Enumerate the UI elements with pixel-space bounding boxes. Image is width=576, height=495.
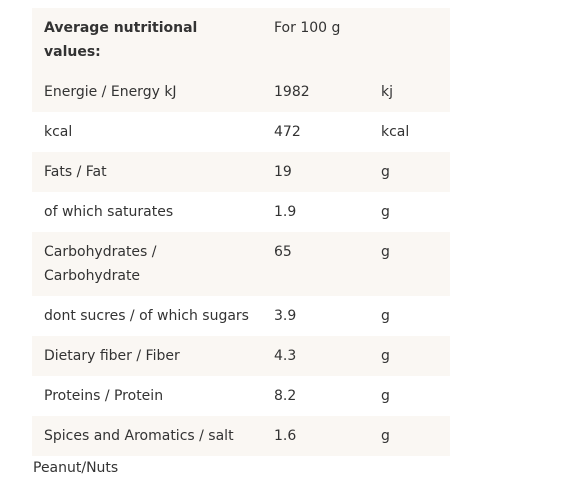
table-cell: of which saturates xyxy=(44,204,174,220)
table-cell: g xyxy=(381,244,390,260)
table-cell: Proteins / Protein xyxy=(44,388,164,404)
table-cell: 65 xyxy=(274,244,292,260)
table-cell: kcal xyxy=(381,124,410,140)
table-row: Dietary fiber / Fiber 4.3 g xyxy=(32,336,450,376)
footer-text: Peanut/Nuts xyxy=(33,460,119,476)
table-header: Average nutritional values: For 100 g xyxy=(32,8,450,72)
table-row: dont sucres / of which sugars 3.9 g xyxy=(32,296,450,336)
header-cell: Average nutritional values: xyxy=(44,20,198,60)
table-row: Energie / Energy kJ 1982 kj xyxy=(32,72,450,112)
table-cell: g xyxy=(381,388,390,404)
table-cell: 3.9 xyxy=(274,308,297,324)
table-cell: 472 xyxy=(274,124,301,140)
table-cell: kcal xyxy=(44,124,73,140)
table-cell: g xyxy=(381,308,390,324)
table-cell: 1.9 xyxy=(274,204,297,220)
table-cell: Energie / Energy kJ xyxy=(44,84,177,100)
table-row: Spices and Aromatics / salt 1.6 g xyxy=(32,416,450,456)
table-cell: g xyxy=(381,428,390,444)
table-cell: Carbohydrates / Carbohydrate xyxy=(44,244,157,284)
table-row: Proteins / Protein 8.2 g xyxy=(32,376,450,416)
header-cell xyxy=(369,8,450,72)
table-row: Carbohydrates / Carbohydrate 65 g xyxy=(32,232,450,296)
table-cell: Spices and Aromatics / salt xyxy=(44,428,234,444)
table-cell: 19 xyxy=(274,164,292,180)
table-row: kcal 472 kcal xyxy=(32,112,450,152)
table-cell: g xyxy=(381,164,390,180)
table-cell: 4.3 xyxy=(274,348,297,364)
table-cell: Dietary fiber / Fiber xyxy=(44,348,180,364)
nutrition-table: Average nutritional values: For 100 g En… xyxy=(32,8,450,456)
header-cell: For 100 g xyxy=(274,20,341,36)
table-cell: g xyxy=(381,348,390,364)
table-body: Energie / Energy kJ 1982 kj kcal 472 kcal Fats… xyxy=(32,72,450,456)
header-row: Average nutritional values: For 100 g xyxy=(32,8,450,72)
table-cell: g xyxy=(381,204,390,220)
table-cell: 1.6 xyxy=(274,428,297,444)
table-row: of which saturates 1.9 g xyxy=(32,192,450,232)
table-cell: 8.2 xyxy=(274,388,297,404)
table-cell: 1982 xyxy=(274,84,310,100)
table-cell: Fats / Fat xyxy=(44,164,107,180)
table-row: Fats / Fat 19 g xyxy=(32,152,450,192)
table-cell: kj xyxy=(381,84,393,100)
table-cell: dont sucres / of which sugars xyxy=(44,308,249,324)
